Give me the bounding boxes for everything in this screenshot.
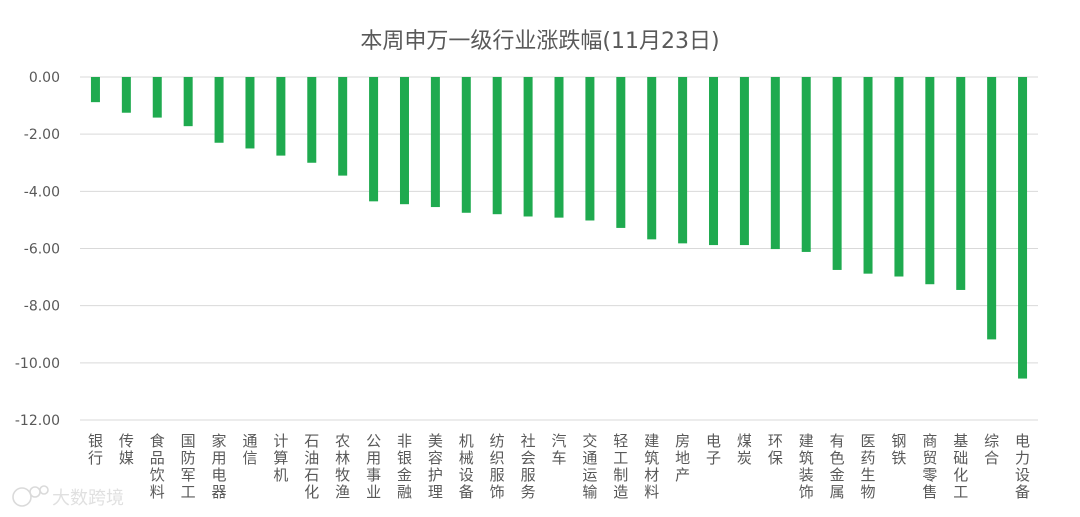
bar-19 (647, 77, 657, 240)
x-category-label: 综合 (984, 432, 999, 467)
bar-4 (183, 77, 193, 127)
bar-11 (399, 77, 409, 205)
bar-5 (214, 77, 224, 143)
x-category-label: 社会服务 (521, 432, 536, 501)
y-tick-label: -8.00 (24, 299, 60, 315)
bar-26 (863, 77, 873, 274)
x-category-label: 电子 (706, 432, 721, 467)
x-category-label: 汽车 (551, 432, 566, 467)
x-category-label: 建筑材料 (644, 432, 659, 501)
x-category-label: 轻工制造 (613, 432, 628, 501)
bar-1 (90, 77, 100, 103)
x-category-label: 房地产 (675, 432, 690, 484)
y-tick-label: -2.00 (24, 127, 60, 143)
x-category-label: 纺织服饰 (490, 432, 505, 501)
bar-28 (925, 77, 935, 285)
x-category-label: 商贸零售 (922, 432, 937, 501)
x-category-label: 钢铁 (891, 432, 906, 467)
watermark-text: 大数跨境 (52, 488, 124, 509)
bars (90, 77, 1028, 379)
y-tick-label: -12.00 (15, 413, 60, 429)
bar-15 (523, 77, 533, 217)
bar-13 (461, 77, 471, 213)
x-category-label: 农林牧渔 (335, 432, 350, 501)
bar-23 (770, 77, 780, 250)
x-category-label: 石油石化 (304, 432, 319, 501)
watermark-logo: 大数跨境 (12, 485, 124, 509)
chart-title: 本周申万一级行业涨跌幅(11月23日) (360, 29, 719, 54)
x-category-label: 美容护理 (428, 432, 443, 501)
x-category-label: 银行 (88, 432, 103, 467)
bar-24 (801, 77, 811, 252)
y-tick-label: -6.00 (24, 242, 60, 258)
x-category-label: 计算机 (273, 432, 288, 484)
x-category-label: 传媒 (119, 432, 134, 467)
bar-14 (492, 77, 502, 215)
bar-10 (369, 77, 379, 202)
bar-6 (245, 77, 255, 149)
bar-21 (709, 77, 719, 246)
bar-3 (152, 77, 162, 118)
x-category-label: 交通运输 (582, 432, 597, 501)
x-category-label: 公用事业 (366, 432, 381, 501)
x-category-label: 煤炭 (737, 432, 752, 467)
bar-17 (585, 77, 595, 221)
bar-30 (987, 77, 997, 340)
bar-9 (338, 77, 348, 176)
y-tick-label: -10.00 (15, 356, 60, 372)
bar-18 (616, 77, 626, 228)
x-category-label: 医药生物 (861, 432, 876, 501)
y-tick-label: 0.00 (29, 70, 60, 86)
x-category-label: 建筑装饰 (799, 432, 814, 501)
x-category-label: 基础化工 (953, 432, 968, 501)
bar-29 (956, 77, 966, 290)
watermark-icon (12, 485, 49, 507)
bar-22 (739, 77, 749, 246)
x-category-label: 电力设备 (1015, 432, 1030, 501)
x-category-label: 有色金属 (830, 432, 845, 501)
bar-8 (307, 77, 317, 163)
bar-2 (121, 77, 131, 113)
bar-27 (894, 77, 904, 277)
x-category-label: 家用电器 (212, 432, 227, 501)
y-tick-label: -4.00 (24, 184, 60, 200)
x-category-label: 食品饮料 (150, 432, 165, 501)
x-category-label: 通信 (242, 432, 257, 467)
x-category-label: 国防军工 (181, 432, 196, 501)
bar-25 (832, 77, 842, 270)
x-category-label: 环保 (768, 432, 783, 467)
x-category-label: 机械设备 (459, 432, 474, 501)
bar-20 (678, 77, 688, 244)
y-axis-tick-labels: 0.00 -2.00 -4.00 -6.00 -8.00 -10.00 -12.00 (15, 70, 60, 429)
bar-7 (276, 77, 286, 156)
bar-31 (1018, 77, 1028, 379)
x-category-label: 非银金融 (397, 432, 412, 501)
bar-12 (430, 77, 440, 208)
bar-16 (554, 77, 564, 218)
